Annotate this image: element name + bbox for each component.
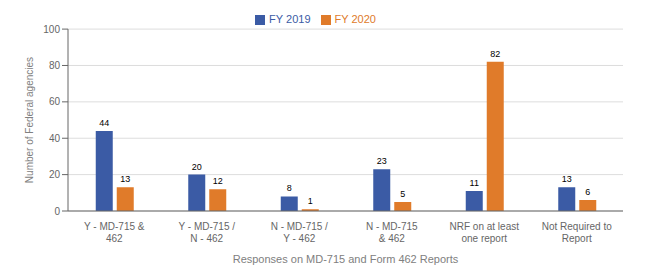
svg-text:5: 5	[400, 189, 405, 199]
svg-text:13: 13	[562, 174, 572, 184]
svg-text:Not Required toReport: Not Required toReport	[542, 221, 612, 244]
svg-text:N - MD-715& 462: N - MD-715& 462	[366, 221, 418, 244]
svg-text:40: 40	[49, 133, 61, 144]
svg-text:20: 20	[192, 162, 202, 172]
svg-text:12: 12	[213, 176, 223, 186]
svg-text:0: 0	[54, 206, 60, 217]
svg-text:NRF on at leastone report: NRF on at leastone report	[450, 221, 520, 244]
svg-text:20: 20	[49, 169, 61, 180]
svg-text:82: 82	[490, 49, 500, 59]
svg-text:80: 80	[49, 60, 61, 71]
svg-text:60: 60	[49, 96, 61, 107]
svg-text:1: 1	[308, 196, 313, 206]
svg-text:44: 44	[99, 118, 109, 128]
svg-text:N - MD-715 /Y - 462: N - MD-715 /Y - 462	[271, 221, 328, 244]
svg-text:Responses on MD-715 and Form 4: Responses on MD-715 and Form 462 Reports	[233, 253, 459, 265]
svg-text:Y - MD-715 &462: Y - MD-715 &462	[84, 221, 145, 244]
svg-text:6: 6	[585, 187, 590, 197]
svg-text:23: 23	[377, 156, 387, 166]
svg-text:8: 8	[287, 183, 292, 193]
svg-text:11: 11	[470, 178, 479, 188]
svg-text:Number of Federal agencies: Number of Federal agencies	[24, 57, 35, 183]
html-text:FY 2020: FY 2020	[334, 13, 376, 25]
svg-text:Y - MD-715 /N - 462: Y - MD-715 /N - 462	[179, 221, 236, 244]
svg-text:100: 100	[43, 24, 60, 35]
html-text:FY 2019: FY 2019	[269, 13, 311, 25]
svg-text:13: 13	[120, 174, 130, 184]
